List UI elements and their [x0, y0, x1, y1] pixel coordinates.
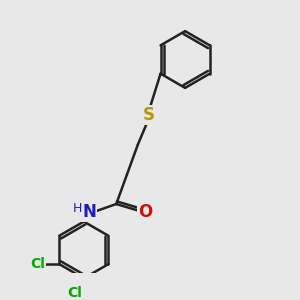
- Text: Cl: Cl: [30, 257, 45, 271]
- Text: O: O: [138, 203, 152, 221]
- Text: N: N: [82, 203, 96, 221]
- Text: S: S: [142, 106, 154, 124]
- Text: H: H: [72, 202, 82, 214]
- Text: Cl: Cl: [67, 286, 82, 300]
